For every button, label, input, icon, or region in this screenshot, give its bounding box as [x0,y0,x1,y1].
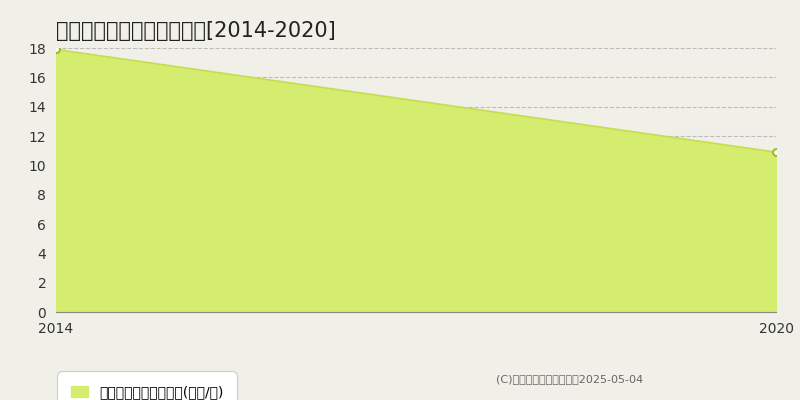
Text: 野洲市六条　土地価格推移[2014-2020]: 野洲市六条 土地価格推移[2014-2020] [56,21,336,41]
Legend: 土地価格　平均啶単価(万円/啶): 土地価格 平均啶単価(万円/啶) [63,377,232,400]
Text: (C)土地価格ドットコム　2025-05-04: (C)土地価格ドットコム 2025-05-04 [496,374,643,384]
